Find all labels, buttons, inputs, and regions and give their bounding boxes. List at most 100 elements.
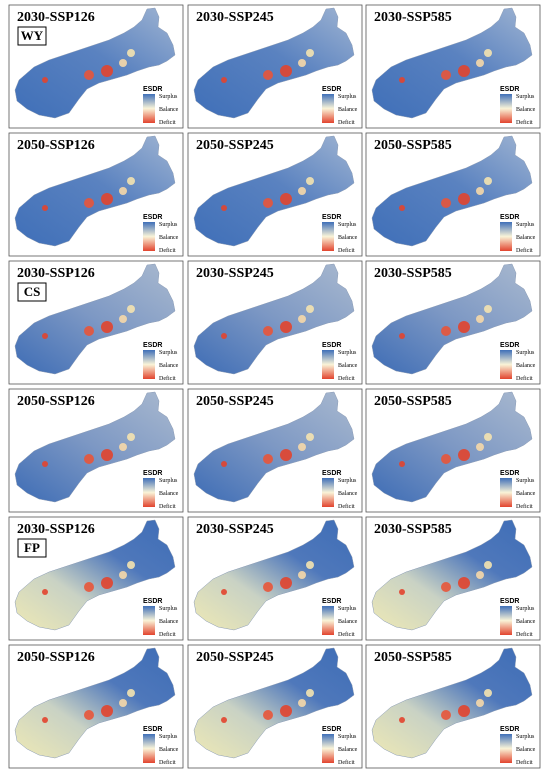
- map-region: [441, 198, 451, 208]
- map-region: [127, 305, 135, 313]
- legend-bar: [322, 606, 334, 635]
- map-region: [476, 699, 484, 707]
- legend-label: Surplus: [159, 478, 178, 484]
- legend-label: Surplus: [338, 350, 357, 356]
- panel-title: 2030-SSP245: [196, 522, 274, 537]
- map-region: [280, 321, 292, 333]
- panel-title: 2050-SSP245: [196, 650, 274, 665]
- legend-label: Deficit: [516, 759, 533, 766]
- map-region: [101, 449, 113, 461]
- map-region: [441, 710, 451, 720]
- panel-title: 2030-SSP585: [374, 522, 452, 537]
- legend-label: Deficit: [338, 119, 355, 126]
- legend-label: Deficit: [516, 503, 533, 510]
- map-region: [84, 198, 94, 208]
- map-region: [127, 433, 135, 441]
- map-region: [441, 454, 451, 464]
- map-region: [84, 454, 94, 464]
- legend-label: Deficit: [159, 631, 176, 638]
- legend-label: Balance: [159, 235, 179, 241]
- legend-bar: [322, 222, 334, 251]
- map-region: [127, 177, 135, 185]
- legend-title: ESDR: [322, 470, 341, 477]
- basin-map: [193, 519, 355, 631]
- map-region: [263, 70, 273, 80]
- map-region: [458, 321, 470, 333]
- map-region: [306, 49, 314, 57]
- panel-title: 2030-SSP126: [17, 522, 95, 537]
- map-region: [263, 198, 273, 208]
- map-region: [119, 571, 127, 579]
- map-region: [399, 461, 405, 467]
- map-region: [458, 705, 470, 717]
- panel-title: 2050-SSP585: [374, 650, 452, 665]
- panel-title: 2050-SSP585: [374, 394, 452, 409]
- basin-map: [371, 647, 533, 759]
- map-region: [306, 689, 314, 697]
- map-region: [476, 187, 484, 195]
- map-region: [101, 577, 113, 589]
- legend-title: ESDR: [500, 86, 519, 93]
- basin-map: [14, 7, 176, 119]
- legend-label: Balance: [159, 107, 179, 113]
- legend-label: Deficit: [159, 119, 176, 126]
- legend-bar: [143, 350, 155, 379]
- map-region: [298, 699, 306, 707]
- map-region: [84, 326, 94, 336]
- map-region: [476, 571, 484, 579]
- map-region: [280, 577, 292, 589]
- basin-map: [14, 391, 176, 503]
- legend-label: Surplus: [516, 478, 535, 484]
- legend-label: Balance: [338, 491, 358, 497]
- legend-label: Deficit: [516, 247, 533, 254]
- legend-title: ESDR: [143, 598, 162, 605]
- map-region: [441, 582, 451, 592]
- map-region: [458, 577, 470, 589]
- map-region: [263, 710, 273, 720]
- map-region: [221, 77, 227, 83]
- map-region: [484, 689, 492, 697]
- panel-tag: FP: [24, 540, 40, 555]
- map-region: [101, 705, 113, 717]
- panel-title: 2030-SSP245: [196, 10, 274, 25]
- legend-title: ESDR: [322, 726, 341, 733]
- legend-label: Deficit: [159, 759, 176, 766]
- map-region: [119, 59, 127, 67]
- panel-title: 2050-SSP126: [17, 138, 95, 153]
- map-region: [263, 582, 273, 592]
- panel-title: 2050-SSP585: [374, 138, 452, 153]
- map-region: [263, 326, 273, 336]
- basin-map: [371, 263, 533, 375]
- legend-label: Surplus: [159, 222, 178, 228]
- legend-title: ESDR: [143, 342, 162, 349]
- map-region: [399, 333, 405, 339]
- map-region: [458, 65, 470, 77]
- legend-label: Balance: [516, 491, 536, 497]
- legend-label: Deficit: [338, 247, 355, 254]
- legend-label: Deficit: [159, 503, 176, 510]
- map-region: [84, 582, 94, 592]
- legend-bar: [500, 606, 512, 635]
- map-region: [42, 205, 48, 211]
- basin-map: [193, 7, 355, 119]
- panel-tag: CS: [24, 284, 41, 299]
- legend-bar: [143, 94, 155, 123]
- legend-label: Surplus: [338, 94, 357, 100]
- map-region: [399, 205, 405, 211]
- legend-label: Balance: [338, 619, 358, 625]
- legend-label: Balance: [159, 747, 179, 753]
- map-region: [127, 49, 135, 57]
- map-region: [127, 561, 135, 569]
- tag-box: [17, 282, 47, 302]
- map-region: [458, 449, 470, 461]
